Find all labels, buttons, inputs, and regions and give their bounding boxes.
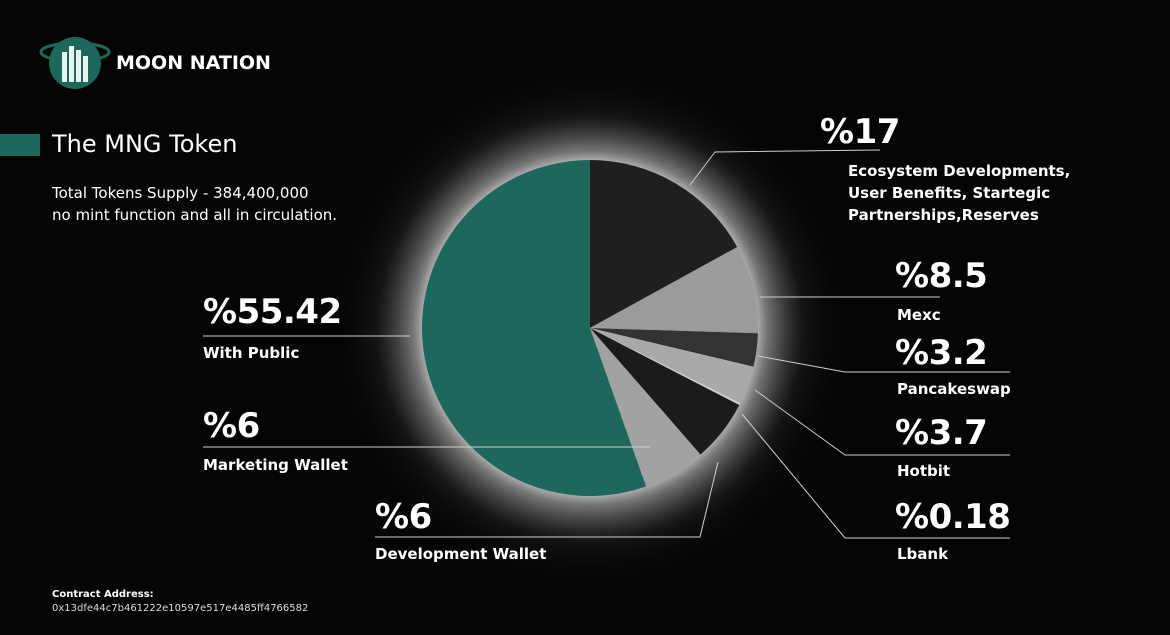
- contract-label: Contract Address:: [52, 589, 154, 600]
- pie-slice: [590, 247, 759, 334]
- pie: [422, 160, 759, 496]
- category-label: Hotbit: [897, 462, 951, 480]
- category-label: Lbank: [897, 545, 949, 563]
- category-label: Development Wallet: [375, 545, 547, 563]
- heading-bar: [0, 134, 40, 156]
- supply-line: no mint function and all in circulation.: [52, 206, 338, 224]
- leader-line: [741, 413, 1010, 539]
- pie-slice: [422, 160, 647, 496]
- value-label: %17: [820, 112, 900, 152]
- leader-line: [375, 461, 719, 538]
- value-label: %6: [203, 406, 260, 446]
- value-label: %0.18: [895, 497, 1011, 537]
- leader-line: [689, 149, 881, 186]
- contract-address: 0x13dfe44c7b461222e10597e517e4485ff47665…: [52, 603, 309, 614]
- pie-slice: [590, 328, 754, 404]
- pie-slice: [590, 328, 701, 487]
- category-label: Mexc: [897, 306, 941, 324]
- pie-slice: [590, 328, 741, 406]
- value-label: %6: [375, 497, 432, 537]
- value-label: %8.5: [895, 256, 988, 296]
- pie-slice: [590, 328, 740, 455]
- logo: [39, 37, 111, 89]
- pie-slice: [590, 328, 758, 367]
- leader-lines: [203, 149, 1010, 539]
- value-label: %3.7: [895, 413, 988, 453]
- leader-line: [754, 389, 1010, 456]
- category-label: Ecosystem Developments, User Benefits, S…: [848, 162, 1071, 224]
- category-label: With Public: [203, 344, 300, 362]
- category-label: Pancakeswap: [897, 380, 1011, 398]
- heading: The MNG Token: [52, 130, 238, 158]
- pie-slice: [590, 160, 738, 328]
- value-label: %55.42: [203, 292, 342, 332]
- category-label: Marketing Wallet: [203, 456, 348, 474]
- leader-line: [757, 355, 1010, 373]
- supply-line: Total Tokens Supply - 384,400,000: [52, 184, 309, 202]
- brand: MOON NATION: [116, 52, 271, 74]
- value-label: %3.2: [895, 333, 988, 373]
